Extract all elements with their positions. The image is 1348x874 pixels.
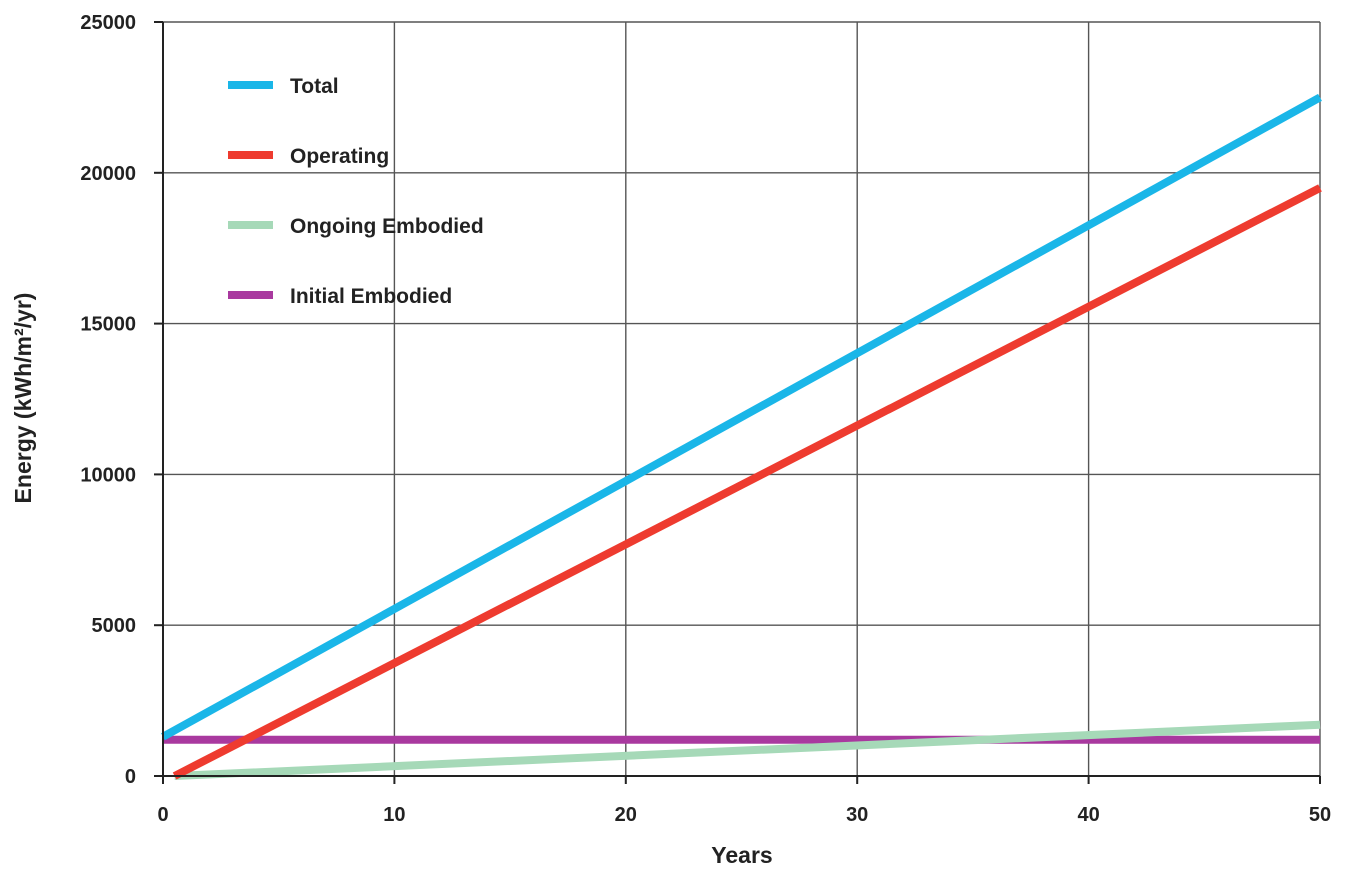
x-axis-label: Years (711, 842, 772, 868)
x-tick-label: 30 (846, 804, 868, 826)
legend-label-total: Total (290, 75, 339, 98)
tick-labels: 0 5000 10000 15000 20000 25000 0 10 20 30 40 50 (80, 12, 1331, 826)
legend-label-operating: Operating (290, 145, 389, 168)
x-tick-label: 50 (1309, 804, 1331, 826)
axes (154, 21, 1321, 784)
series-line-operating (172, 184, 1322, 780)
y-tick-label: 0 (125, 766, 136, 788)
x-tick-label: 10 (383, 804, 405, 826)
x-tick-label: 0 (157, 804, 168, 826)
series-line-ongoing-embodied (174, 720, 1321, 780)
x-tick-label: 20 (615, 804, 637, 826)
y-tick-label: 5000 (92, 615, 137, 637)
x-tick-label: 40 (1077, 804, 1099, 826)
y-tick-label: 20000 (80, 163, 136, 185)
series-lines (161, 93, 1322, 780)
legend-label-initial-embodied: Initial Embodied (290, 285, 452, 308)
y-tick-label: 15000 (80, 314, 136, 336)
series-line-total (161, 93, 1322, 741)
y-axis-label: Energy (kWh/m²/yr) (10, 293, 36, 504)
y-tick-label: 10000 (80, 464, 136, 486)
legend: Total Operating Ongoing Embodied Initial Em… (228, 75, 484, 308)
grid (163, 21, 1321, 776)
legend-label-ongoing-embodied: Ongoing Embodied (290, 215, 484, 238)
y-tick-label: 25000 (80, 12, 136, 34)
